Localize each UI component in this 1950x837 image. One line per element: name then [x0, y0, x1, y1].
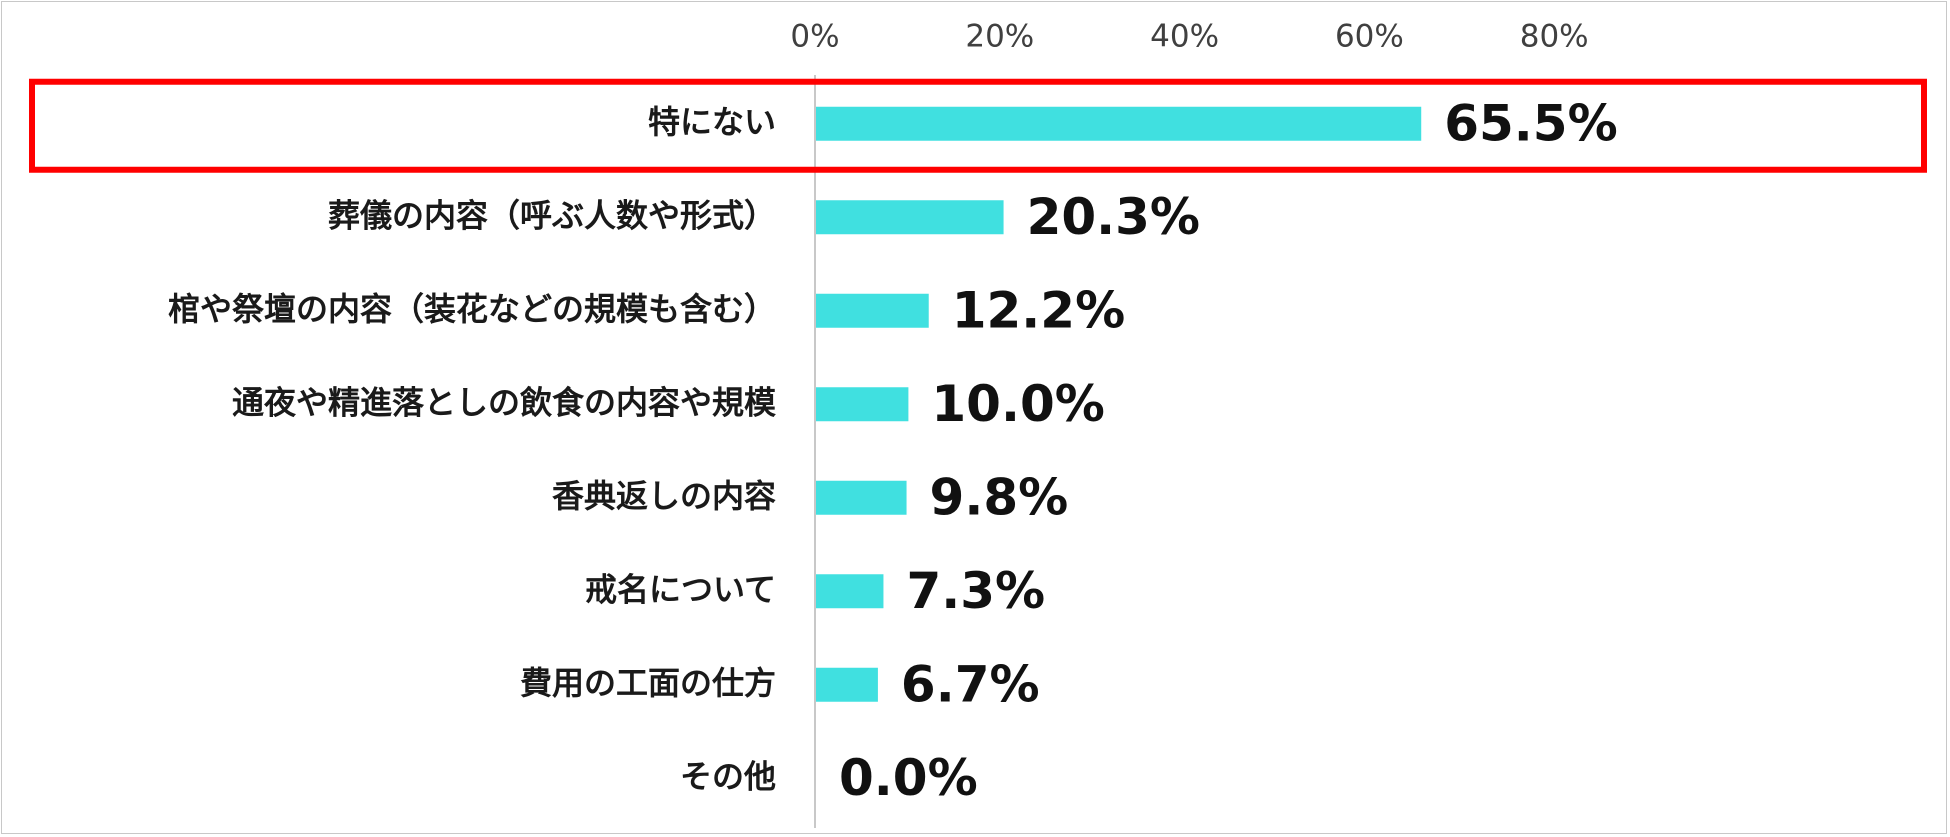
x-tick-label: 80%	[1520, 19, 1589, 55]
value-label: 7.3%	[906, 562, 1045, 620]
value-label: 9.8%	[930, 468, 1069, 526]
bar	[816, 293, 929, 328]
bar	[816, 200, 1004, 235]
value-label: 20.3%	[1027, 188, 1200, 246]
x-tick-label: 60%	[1335, 19, 1404, 55]
x-tick-label: 40%	[1150, 19, 1219, 55]
value-label: 12.2%	[952, 281, 1125, 339]
highlight-box	[29, 78, 1927, 173]
x-tick-label: 0%	[790, 19, 839, 55]
bar	[816, 387, 909, 422]
value-label: 6.7%	[901, 655, 1040, 713]
category-label: その他	[680, 757, 776, 795]
category-label: 特にない	[648, 103, 776, 141]
x-tick-label: 20%	[965, 19, 1034, 55]
value-label: 65.5%	[1444, 94, 1617, 152]
bar	[816, 667, 878, 702]
value-label: 10.0%	[931, 375, 1104, 433]
category-label: 香典返しの内容	[552, 477, 776, 515]
category-label: 通夜や精進落としの飲食の内容や規模	[232, 383, 776, 421]
category-label: 費用の工面の仕方	[520, 664, 776, 702]
bar	[816, 574, 884, 609]
category-label: 棺や祭壇の内容（装花などの規模も含む）	[168, 290, 776, 328]
value-label: 0.0%	[839, 749, 978, 807]
bar	[816, 480, 907, 515]
category-label: 戒名について	[585, 570, 776, 608]
bar	[816, 106, 1422, 141]
category-label: 葬儀の内容（呼ぶ人数や形式）	[328, 196, 776, 234]
